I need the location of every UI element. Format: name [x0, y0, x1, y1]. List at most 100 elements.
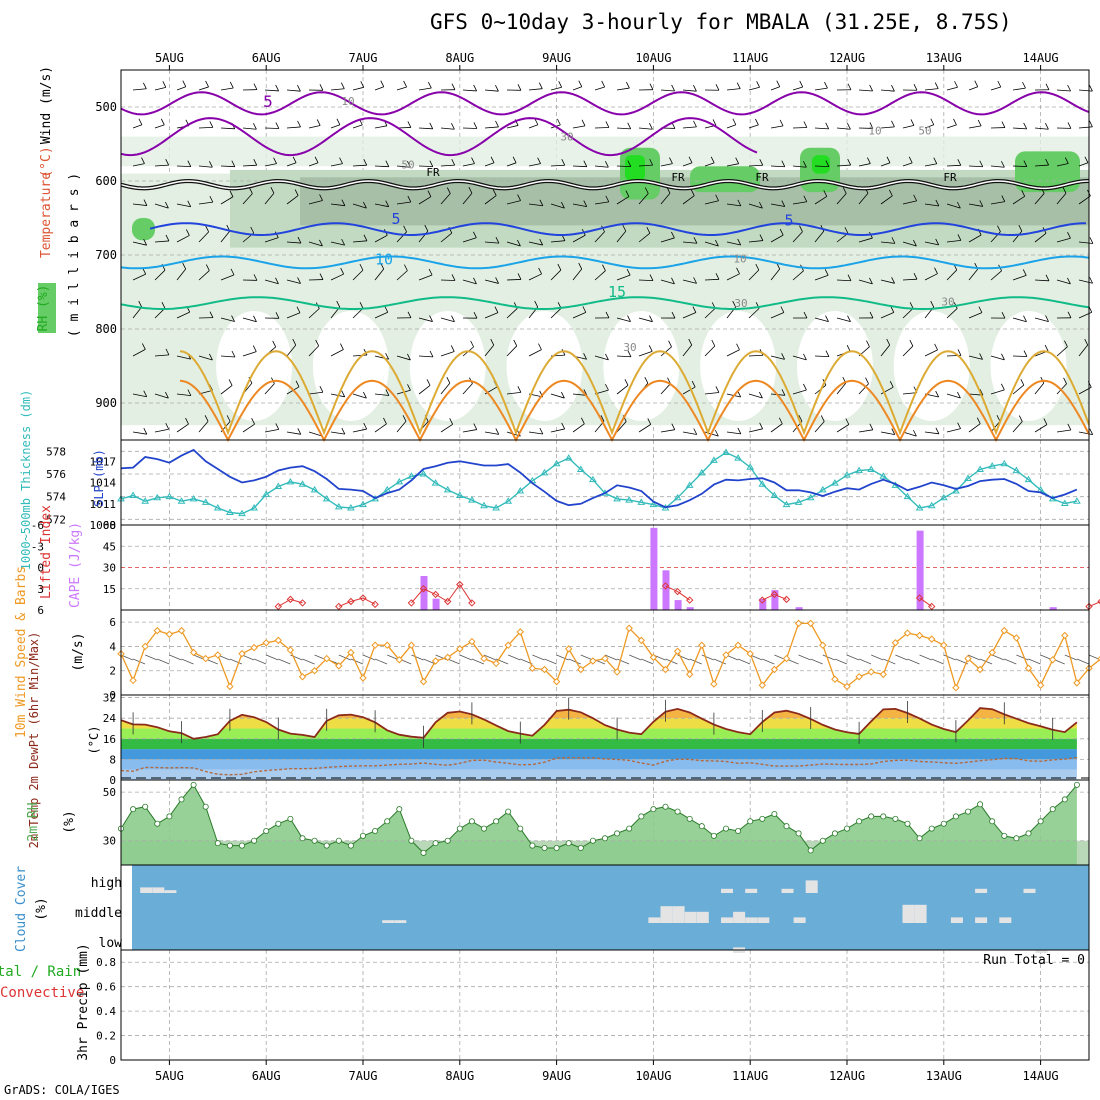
- lifted-index-tick: 0: [37, 562, 44, 575]
- thickness-marker: [952, 487, 960, 494]
- wind-barb-flag: [205, 264, 210, 271]
- wind-barb-flag: [649, 274, 654, 281]
- wind-barb: [594, 201, 609, 205]
- wind-barb-flag: [428, 268, 433, 276]
- wind-barb-flag: [517, 239, 521, 247]
- wind-barb-flag: [143, 82, 147, 89]
- wind-barb: [924, 88, 939, 91]
- wind-barb-flag: [407, 311, 412, 318]
- wind-barb: [638, 279, 654, 282]
- wind-barb: [462, 383, 473, 395]
- wind-barb-flag: [957, 201, 961, 209]
- contour-label: FR: [943, 171, 957, 184]
- wind10-barb: [544, 658, 557, 665]
- wind-barb-flag: [385, 200, 390, 207]
- wind-barb-flag: [275, 277, 279, 284]
- thickness-marker: [625, 496, 634, 503]
- wind-barb: [616, 196, 630, 205]
- rh2m-marker: [1037, 818, 1044, 825]
- wind-barb-flag: [869, 311, 874, 319]
- wind-barb: [792, 270, 804, 281]
- wind10-marker: [988, 648, 996, 657]
- wind-barb-flag: [446, 187, 451, 194]
- wind-barb-flag: [495, 85, 499, 92]
- wind-barb: [594, 231, 605, 243]
- pressure-tick: 500: [95, 100, 117, 114]
- wind-barb-flag: [473, 122, 478, 129]
- wind10-barb: [362, 654, 376, 661]
- thickness-marker: [407, 472, 416, 479]
- wind-barb: [814, 165, 829, 168]
- wind-barb: [308, 162, 319, 167]
- wind-barb-flag: [913, 84, 918, 91]
- wind-barb: [506, 345, 518, 357]
- wind-barb-flag: [847, 123, 851, 130]
- wind-barb: [660, 89, 675, 92]
- rh2m-marker: [468, 818, 475, 825]
- wind-barb: [968, 312, 983, 319]
- wind-barb-flag: [557, 263, 562, 271]
- wind10-marker: [601, 654, 609, 663]
- wind-barb: [506, 279, 522, 281]
- wind-barb: [528, 241, 543, 246]
- wind-barb: [748, 393, 763, 399]
- wind10-marker: [189, 648, 198, 657]
- thickness-marker: [964, 474, 972, 482]
- wind-barb-flag: [891, 277, 895, 284]
- wind-barb-flag: [316, 119, 321, 126]
- wind-barb: [880, 279, 895, 284]
- wind-barb-flag: [252, 345, 257, 352]
- wind-barb-flag: [934, 267, 938, 274]
- wind-barb-flag: [583, 353, 587, 360]
- wind-barb: [616, 355, 632, 358]
- wind10-marker: [685, 670, 694, 679]
- wind-barb: [682, 241, 697, 244]
- wind-barb: [418, 355, 433, 358]
- wind-barb-flag: [253, 83, 258, 90]
- wind10-barb: [846, 654, 860, 661]
- wind-barb: [176, 393, 191, 397]
- cloud-middle-bar: [950, 917, 963, 923]
- wind-barb-flag: [1067, 277, 1071, 285]
- wind-barb-flag: [803, 311, 808, 319]
- wind-barb-flag: [1064, 157, 1069, 164]
- thickness-marker: [589, 475, 597, 483]
- wind10-marker: [226, 682, 234, 691]
- wind10-barb: [943, 654, 956, 661]
- rh-shade-bright: [812, 155, 830, 174]
- wind-barb-flag: [626, 81, 630, 89]
- wind-barb-flag: [781, 353, 785, 360]
- wind-barb-flag: [446, 376, 451, 384]
- rh2m-marker: [178, 796, 185, 803]
- wind-barb: [770, 234, 784, 243]
- thickness-tick: 578: [46, 445, 66, 458]
- wind10-barb: [508, 654, 521, 661]
- wind-barb-flag: [161, 301, 166, 309]
- wind-barb-flag: [693, 237, 698, 244]
- wind-barb-flag: [779, 119, 784, 127]
- wind-barb: [638, 193, 649, 205]
- wind-barb: [220, 274, 235, 281]
- wind-barb-flag: [624, 379, 629, 386]
- wind-barb-flag: [715, 84, 720, 91]
- wind-barb-flag: [913, 194, 918, 202]
- cloud-background: [132, 865, 1089, 950]
- wind-barb: [1056, 193, 1067, 205]
- wind-barb-flag: [865, 377, 869, 384]
- wind-barb-flag: [847, 315, 851, 322]
- wind-barb-flag: [275, 122, 280, 129]
- wind-barb: [968, 165, 983, 168]
- wind-barb-flag: [339, 157, 343, 164]
- wind-barb-flag: [231, 315, 235, 322]
- wind10-marker: [335, 662, 343, 670]
- wind-barb: [792, 355, 807, 361]
- wind-barb: [550, 164, 565, 167]
- wind-barb: [198, 126, 213, 129]
- wind-barb-flag: [512, 156, 517, 163]
- rh2m-marker: [166, 813, 173, 820]
- thickness-marker: [334, 502, 343, 510]
- wind10-barb: [374, 658, 388, 665]
- wind-barb: [484, 162, 495, 167]
- precip-tick: 0.8: [96, 956, 116, 969]
- wind-barb: [638, 232, 651, 243]
